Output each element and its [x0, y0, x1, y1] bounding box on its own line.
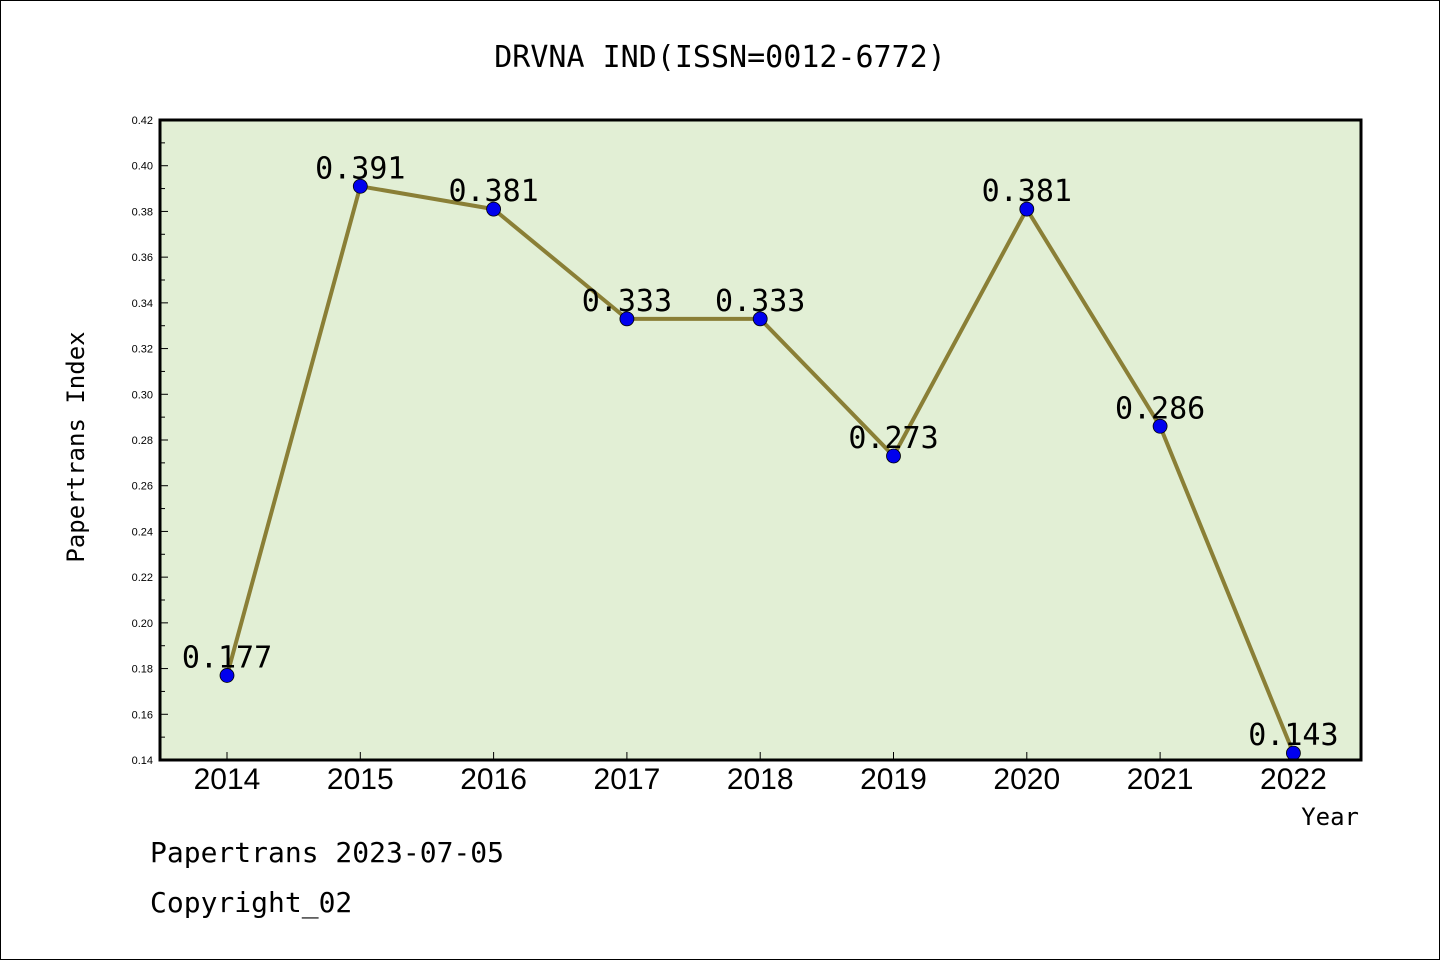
- data-label-2022: 0.143: [1248, 718, 1338, 753]
- chart-title: DRVNA IND(ISSN=0012-6772): [494, 40, 946, 75]
- data-label-2021: 0.286: [1115, 391, 1205, 426]
- y-tick-label: 0.40: [132, 161, 153, 173]
- data-point-2015: [352, 178, 368, 194]
- y-tick-label: 0.22: [132, 572, 153, 584]
- x-tick-label: 2019: [860, 763, 927, 796]
- data-label-2020: 0.381: [982, 174, 1072, 209]
- plot-area: [160, 120, 1361, 760]
- plot-border: [158, 118, 1363, 762]
- y-tick-label: 0.38: [132, 206, 153, 218]
- data-label-2014: 0.177: [182, 640, 272, 675]
- x-tick-label: 2017: [594, 763, 661, 796]
- data-label-2017: 0.333: [582, 284, 672, 319]
- data-point-2016: [486, 201, 502, 217]
- y-tick-label: 0.34: [132, 298, 153, 310]
- x-tick-label: 2020: [993, 763, 1060, 796]
- y-tick-label: 0.16: [132, 709, 153, 721]
- data-label-2018: 0.333: [715, 284, 805, 319]
- data-label-2019: 0.273: [848, 421, 938, 456]
- data-point-2014: [219, 668, 235, 683]
- y-axis-label: Papertrans Index: [62, 331, 90, 562]
- data-point-2017: [619, 311, 635, 327]
- x-tick-label: 2015: [327, 763, 394, 796]
- x-tick-label: 2014: [194, 763, 261, 796]
- data-label-2016: 0.381: [448, 174, 538, 209]
- series-group: 0.177 0.391 0.381 0.333 0.333 0.273 0.381 0.286…: [182, 151, 1339, 761]
- x-tick-label: 2016: [460, 763, 527, 796]
- data-point-2020: [1019, 201, 1035, 217]
- y-tick-label: 0.24: [132, 526, 153, 538]
- footer-date: Papertrans 2023-07-05: [150, 836, 505, 869]
- data-point-2019: [886, 448, 901, 464]
- footer-copyright: Copyright_02: [150, 886, 353, 919]
- data-label-2015: 0.391: [315, 151, 405, 186]
- x-axis-ticks: 2014 2015 2016 2017 2018 2019 2020 2021 2022: [194, 752, 1327, 796]
- x-tick-label: 2021: [1127, 763, 1194, 796]
- x-tick-label: 2022: [1260, 763, 1327, 796]
- y-tick-label: 0.14: [132, 755, 153, 767]
- x-axis-label: Year: [1301, 803, 1359, 831]
- y-tick-label: 0.30: [132, 389, 153, 401]
- y-tick-label: 0.42: [132, 115, 153, 127]
- y-tick-label: 0.36: [132, 252, 153, 264]
- x-tick-label: 2018: [727, 763, 794, 796]
- y-tick-label: 0.26: [132, 481, 153, 493]
- y-tick-label: 0.18: [132, 664, 153, 676]
- y-tick-label: 0.28: [132, 435, 153, 447]
- data-point-2021: [1152, 418, 1168, 434]
- y-tick-label: 0.32: [132, 344, 153, 356]
- data-point-2018: [752, 311, 768, 327]
- y-tick-label: 0.20: [132, 618, 153, 630]
